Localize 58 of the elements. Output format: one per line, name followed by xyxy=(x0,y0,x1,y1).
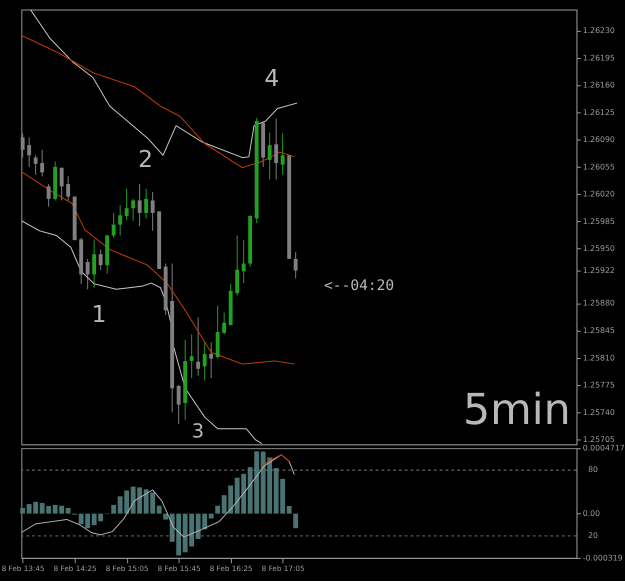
candlestick xyxy=(144,188,148,219)
y-tick-label: 1.25880 xyxy=(582,298,615,308)
candlestick xyxy=(92,238,96,288)
annotation: 2 xyxy=(138,146,153,173)
candlestick xyxy=(40,149,44,177)
candlestick xyxy=(34,154,38,176)
candlestick xyxy=(209,342,214,379)
y-tick-label: 1.26195 xyxy=(582,53,615,62)
candlestick xyxy=(280,132,285,176)
y-tick-label: 1.25740 xyxy=(582,408,615,417)
candlestick xyxy=(196,316,200,376)
candlestick xyxy=(138,184,142,227)
candlestick xyxy=(176,384,181,425)
candlestick xyxy=(66,176,70,201)
line-series xyxy=(261,454,290,466)
candlestick xyxy=(46,184,51,208)
y-tick-label: 1.26160 xyxy=(582,80,615,90)
candlestick xyxy=(294,251,298,279)
y-tick-label: 0.00 xyxy=(582,509,600,518)
candlestick xyxy=(190,334,194,379)
y-tick-label: 1.26020 xyxy=(582,190,615,199)
candlestick xyxy=(112,212,116,238)
annotation: 4 xyxy=(264,65,280,92)
candlestick xyxy=(274,118,278,180)
y-tick-label: 1.25985 xyxy=(582,216,615,226)
candlestick xyxy=(150,191,155,232)
y-tick-label: 1.25950 xyxy=(582,244,615,254)
candlestick xyxy=(20,132,25,158)
y-tick-label: 1.26230 xyxy=(582,26,615,36)
candlestick xyxy=(27,136,32,168)
candlestick xyxy=(86,258,90,290)
annotation: 1 xyxy=(92,301,106,328)
candlestick xyxy=(268,132,272,180)
y-tick-label: 1.25705 xyxy=(582,435,615,444)
y2-tick-label: 80 xyxy=(588,465,598,474)
y-tick-label: 1.25775 xyxy=(582,380,615,390)
y2-tick-label: 20 xyxy=(588,530,598,540)
y-tick-label: 1.25810 xyxy=(582,353,615,362)
y-tick-label: 1.26055 xyxy=(582,162,615,172)
y-tick-label: 1.26090 xyxy=(582,135,615,144)
candlestick xyxy=(222,312,226,335)
candlestick xyxy=(118,204,122,236)
y-tick-label: -0.000319 xyxy=(582,553,623,562)
y-tick-label: 1.25845 xyxy=(582,326,615,335)
candlestick xyxy=(124,188,129,220)
candlestick xyxy=(60,167,64,201)
candlestick xyxy=(131,198,136,222)
y-tick-label: 0.0004717 xyxy=(582,444,625,453)
y-tick-label: 1.26125 xyxy=(582,108,615,117)
annotation: <--04:20 xyxy=(324,277,394,294)
annotation: 3 xyxy=(192,420,204,443)
candlestick xyxy=(98,249,103,270)
bar xyxy=(293,514,298,528)
candlestick xyxy=(242,240,246,284)
candlestick xyxy=(235,235,240,296)
annotation: 5min xyxy=(462,384,571,435)
candlestick xyxy=(202,340,207,381)
y-tick-label: 1.25922 xyxy=(582,266,615,275)
